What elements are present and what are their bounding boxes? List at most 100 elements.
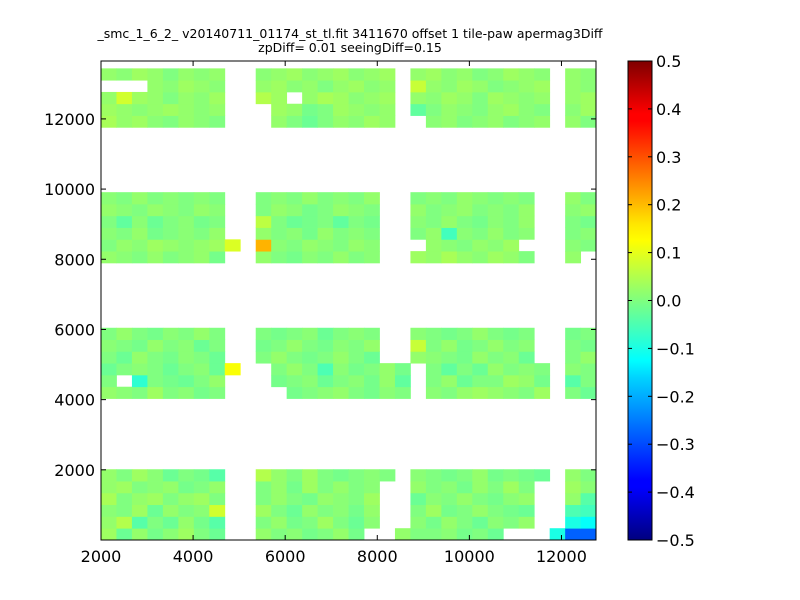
- heatmap-cell: [565, 227, 582, 240]
- heatmap-cell: [518, 516, 535, 529]
- heatmap-cell: [425, 374, 442, 388]
- heatmap-cell: [162, 115, 179, 128]
- x-tick-label: 8000: [357, 547, 398, 566]
- heatmap-cell: [425, 469, 442, 482]
- heatmap-cell: [534, 469, 551, 482]
- heatmap-cell: [101, 528, 117, 540]
- heatmap-cell: [317, 481, 334, 494]
- heatmap-cell: [456, 516, 473, 529]
- plot-frame: [100, 60, 597, 541]
- heatmap-cell: [116, 504, 133, 517]
- heatmap-cell: [534, 363, 551, 376]
- heatmap-cell: [317, 91, 334, 105]
- heatmap-cell: [333, 504, 349, 517]
- heatmap-cell: [193, 528, 210, 540]
- heatmap-cell: [472, 516, 489, 529]
- heatmap-cell: [565, 528, 582, 540]
- heatmap-cell: [147, 215, 164, 228]
- heatmap-cell: [425, 363, 442, 376]
- heatmap-cell: [518, 374, 535, 388]
- heatmap-cell: [131, 374, 148, 388]
- heatmap-cell: [116, 339, 133, 352]
- heatmap-cell: [425, 203, 442, 217]
- heatmap-cell: [379, 386, 396, 399]
- heatmap-cell: [379, 91, 396, 105]
- heatmap-cell: [518, 115, 535, 128]
- colorbar-tick-label: 0.2: [656, 196, 681, 215]
- heatmap-cell: [487, 203, 504, 217]
- heatmap-cell: [425, 386, 442, 399]
- heatmap-cell: [410, 227, 427, 240]
- heatmap-cell: [612, 104, 628, 116]
- heatmap-cell: [317, 516, 334, 529]
- heatmap-cell: [286, 115, 303, 128]
- heatmap-cell: [286, 203, 303, 217]
- heatmap-cell: [487, 469, 504, 482]
- heatmap-cell: [162, 68, 179, 81]
- heatmap-cell: [364, 239, 380, 252]
- heatmap-cell: [503, 91, 520, 105]
- heatmap-cell: [534, 374, 551, 388]
- heatmap-cell: [425, 251, 442, 264]
- heatmap-cell: [178, 80, 195, 93]
- heatmap-cell: [147, 115, 164, 128]
- heatmap-cell: [178, 215, 195, 228]
- heatmap-cell: [472, 103, 489, 116]
- heatmap-cell: [317, 215, 334, 228]
- heatmap-cell: [364, 363, 380, 376]
- heatmap-cell: [162, 251, 179, 264]
- colorbar-tick-label: −0.2: [656, 387, 695, 406]
- heatmap-cell: [364, 492, 380, 506]
- heatmap-cell: [116, 68, 133, 81]
- heatmap-cell: [302, 239, 318, 252]
- colorbar-tick-label: −0.5: [656, 531, 695, 550]
- heatmap-cell: [364, 68, 380, 81]
- heatmap-cell: [209, 91, 226, 105]
- heatmap-cell: [394, 386, 411, 399]
- heatmap-cell: [193, 374, 210, 388]
- heatmap-cell: [116, 492, 133, 506]
- heatmap-cell: [271, 251, 288, 264]
- heatmap-cell: [317, 363, 334, 376]
- heatmap-cell: [131, 327, 148, 340]
- heatmap-cell: [410, 91, 427, 105]
- heatmap-cell: [178, 339, 195, 352]
- heatmap-cell: [271, 528, 288, 540]
- heatmap-cell: [364, 103, 380, 116]
- heatmap-cell: [487, 215, 504, 228]
- y-tick-label: 12000: [44, 110, 95, 129]
- heatmap-cell: [178, 227, 195, 240]
- heatmap-cell: [162, 386, 179, 399]
- heatmap-cell: [364, 351, 380, 364]
- heatmap-cell: [333, 103, 349, 116]
- heatmap-cell: [503, 327, 520, 340]
- colorbar-tick-label: 0.5: [656, 52, 681, 71]
- heatmap-cell: [348, 327, 365, 340]
- heatmap-cell: [487, 227, 504, 240]
- heatmap-cell: [302, 251, 318, 264]
- heatmap-cell: [193, 481, 210, 494]
- heatmap-cell: [364, 251, 380, 264]
- heatmap-cell: [317, 327, 334, 340]
- heatmap-cell: [425, 239, 442, 252]
- heatmap-cell: [209, 351, 226, 364]
- heatmap-cell: [441, 481, 458, 494]
- heatmap-cell: [364, 215, 380, 228]
- heatmap-cell: [162, 103, 179, 116]
- heatmap-cell: [456, 339, 473, 352]
- heatmap-cell: [456, 386, 473, 399]
- heatmap-cell: [596, 340, 612, 352]
- heatmap-cell: [596, 104, 612, 116]
- heatmap-cell: [580, 481, 596, 494]
- heatmap-cell: [101, 239, 117, 252]
- heatmap-cell: [162, 374, 179, 388]
- heatmap-cell: [147, 469, 164, 482]
- heatmap-cell: [580, 374, 596, 388]
- heatmap-cell: [565, 327, 582, 340]
- heatmap-cell: [101, 374, 117, 388]
- heatmap-cell: [410, 528, 427, 540]
- heatmap-cell: [302, 80, 318, 93]
- heatmap-cell: [348, 115, 365, 128]
- heatmap-cell: [518, 80, 535, 93]
- heatmap-cell: [209, 339, 226, 352]
